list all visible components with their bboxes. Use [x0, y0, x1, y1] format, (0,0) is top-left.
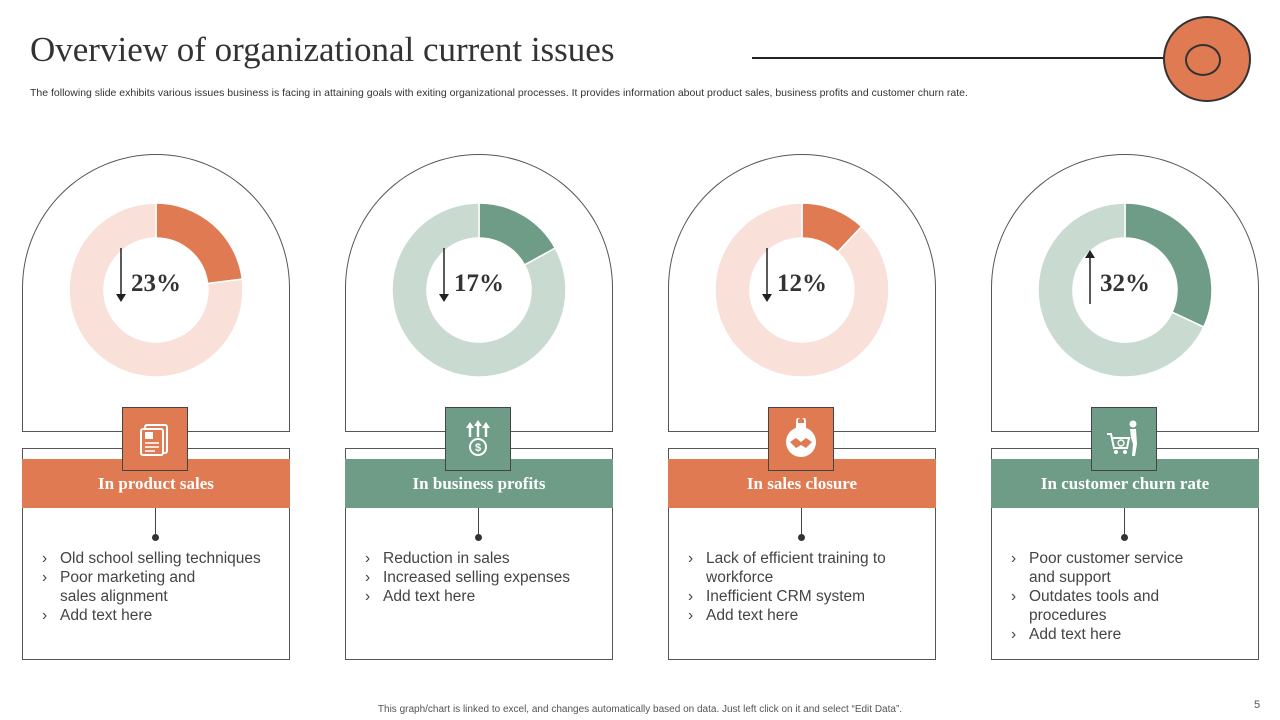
bullet-item: Lack of efficient training to workforce [688, 549, 908, 587]
connector-line [155, 508, 156, 536]
bullet-item: Inefficient CRM system [688, 587, 928, 606]
donut-slice-remainder [1037, 202, 1205, 378]
bullet-item: Add text here [1011, 625, 1251, 644]
issue-bullets: Poor customer service and support Outdat… [1011, 549, 1251, 644]
slide-title: Overview of organizational current issue… [30, 30, 615, 69]
issue-card-customer-churn: 32% In customer churn rate Poor customer… [991, 150, 1259, 662]
card-arch [345, 154, 613, 432]
slide-subtitle: The following slide exhibits various iss… [30, 87, 968, 99]
issue-bullets: Reduction in sales Increased selling exp… [365, 549, 605, 606]
connector-dot [152, 534, 159, 541]
svg-text:$: $ [475, 442, 481, 454]
page-number: 5 [1254, 699, 1261, 711]
issue-card-sales-closure: 12% In sales closure Lack of efficient t… [668, 150, 936, 662]
connector-dot [475, 534, 482, 541]
issue-card-product-sales: 23% In product sales Old school selling … [22, 150, 290, 662]
donut-slice-remainder [391, 202, 567, 378]
bullet-item: Poor customer service and support [1011, 549, 1201, 587]
issue-bullets: Lack of efficient training to workforce … [688, 549, 928, 625]
card-arch [668, 154, 936, 432]
decorative-inner-ring [1185, 44, 1221, 76]
percentage-label: 23% [131, 270, 181, 297]
bullet-item: Add text here [365, 587, 605, 606]
bullet-item: Increased selling expenses [365, 568, 605, 587]
donut-chart [391, 202, 567, 378]
percentage-label: 17% [454, 270, 504, 297]
shopping-cart-user-icon [1091, 407, 1157, 471]
connector-line [1124, 508, 1125, 536]
bullet-item: Add text here [688, 606, 928, 625]
issue-banner: In sales closure [668, 459, 936, 508]
issue-banner: In product sales [22, 459, 290, 508]
bullet-item: Poor marketing and sales alignment [42, 568, 212, 606]
donut-chart [1037, 202, 1213, 378]
bullet-item: Reduction in sales [365, 549, 605, 568]
donut-chart [68, 202, 244, 378]
bullet-item: Add text here [42, 606, 282, 625]
handshake-lock-icon [768, 407, 834, 471]
connector-line [478, 508, 479, 536]
issue-bullets: Old school selling techniques Poor marke… [42, 549, 282, 625]
percentage-label: 12% [777, 270, 827, 297]
money-growth-icon: $ [445, 407, 511, 471]
donut-slice-remainder [714, 202, 890, 378]
trend-arrow-down-icon [439, 248, 449, 302]
percentage-label: 32% [1100, 270, 1150, 297]
donut-slice-issue [1124, 202, 1213, 329]
trend-arrow-down-icon [116, 248, 126, 302]
card-arch [991, 154, 1259, 432]
bullet-item: Outdates tools and procedures [1011, 587, 1161, 625]
connector-dot [798, 534, 805, 541]
decorative-circle [1163, 16, 1251, 102]
document-stack-icon [122, 407, 188, 471]
trend-arrow-up-icon [1085, 250, 1095, 304]
connector-dot [1121, 534, 1128, 541]
footer-note: This graph/chart is linked to excel, and… [377, 704, 903, 715]
issue-card-business-profits: 17% In business profits $ Reduction in s… [345, 150, 613, 662]
card-arch [22, 154, 290, 432]
trend-arrow-down-icon [762, 248, 772, 302]
donut-slice-remainder [68, 202, 244, 378]
bullet-item: Old school selling techniques [42, 549, 282, 568]
connector-line [801, 508, 802, 536]
donut-chart [714, 202, 890, 378]
title-rule [752, 57, 1192, 59]
